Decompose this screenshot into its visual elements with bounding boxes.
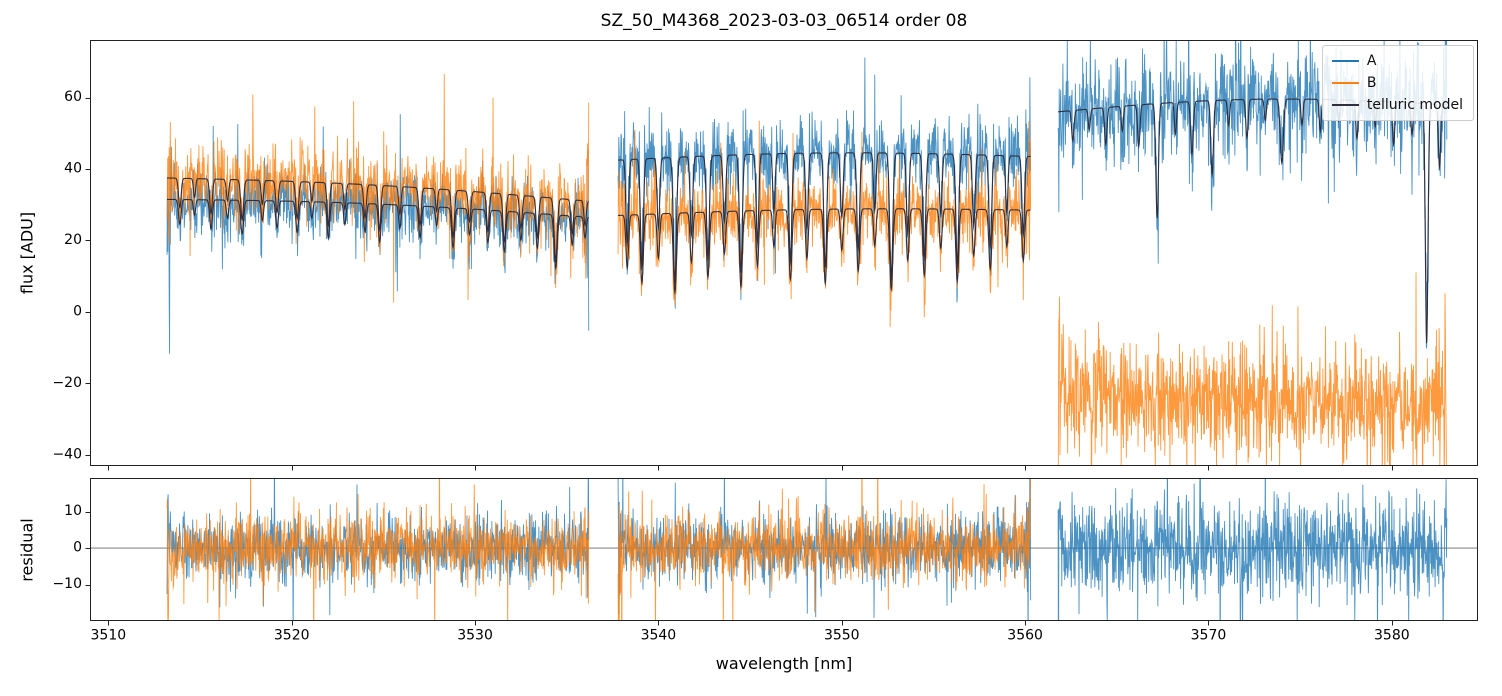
legend-line-telluric-icon <box>1331 104 1359 106</box>
plot-title: SZ_50_M4368_2023-03-03_06514 order 08 <box>600 11 968 31</box>
legend-label-b: B <box>1366 75 1377 91</box>
y-axis-label-flux: flux [ADU] <box>17 211 37 295</box>
legend-label-a: A <box>1366 53 1377 69</box>
legend-line-b-icon <box>1331 82 1359 84</box>
legend-label-telluric: telluric model <box>1366 97 1463 113</box>
legend: A B telluric model <box>1321 45 1474 121</box>
legend-item-b: B <box>1331 75 1463 91</box>
legend-item-a: A <box>1331 53 1463 69</box>
y-axis-label-residual: residual <box>17 518 37 582</box>
legend-line-a-icon <box>1331 60 1359 62</box>
x-axis-label: wavelength [nm] <box>715 654 853 673</box>
legend-item-telluric-model: telluric model <box>1331 97 1463 113</box>
